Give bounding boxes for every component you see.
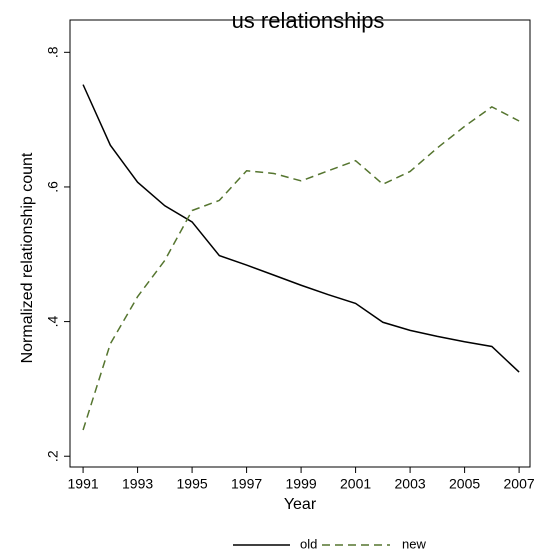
y-tick-label: .6 [45,181,61,193]
y-tick-label: .4 [45,316,61,328]
series-line [82,105,520,431]
x-tick-label: 1995 [177,476,208,492]
x-tick-label: 2007 [504,476,535,492]
x-tick-label: 1997 [231,476,262,492]
y-axis-label: Normalized relationship count [19,152,36,363]
series-line [82,84,520,373]
x-tick-label: 2001 [340,476,371,492]
x-tick-label: 1991 [68,476,99,492]
x-tick-label: 2005 [449,476,480,492]
x-tick-label: 2003 [395,476,426,492]
legend-label: new [402,536,426,551]
legend-label: old [300,536,317,551]
x-tick-label: 1993 [122,476,153,492]
plot-frame [69,19,531,468]
x-axis-label: Year [284,496,317,513]
x-tick-label: 1999 [286,476,317,492]
y-tick-label: .2 [45,450,61,462]
y-tick-label: .8 [45,46,61,58]
